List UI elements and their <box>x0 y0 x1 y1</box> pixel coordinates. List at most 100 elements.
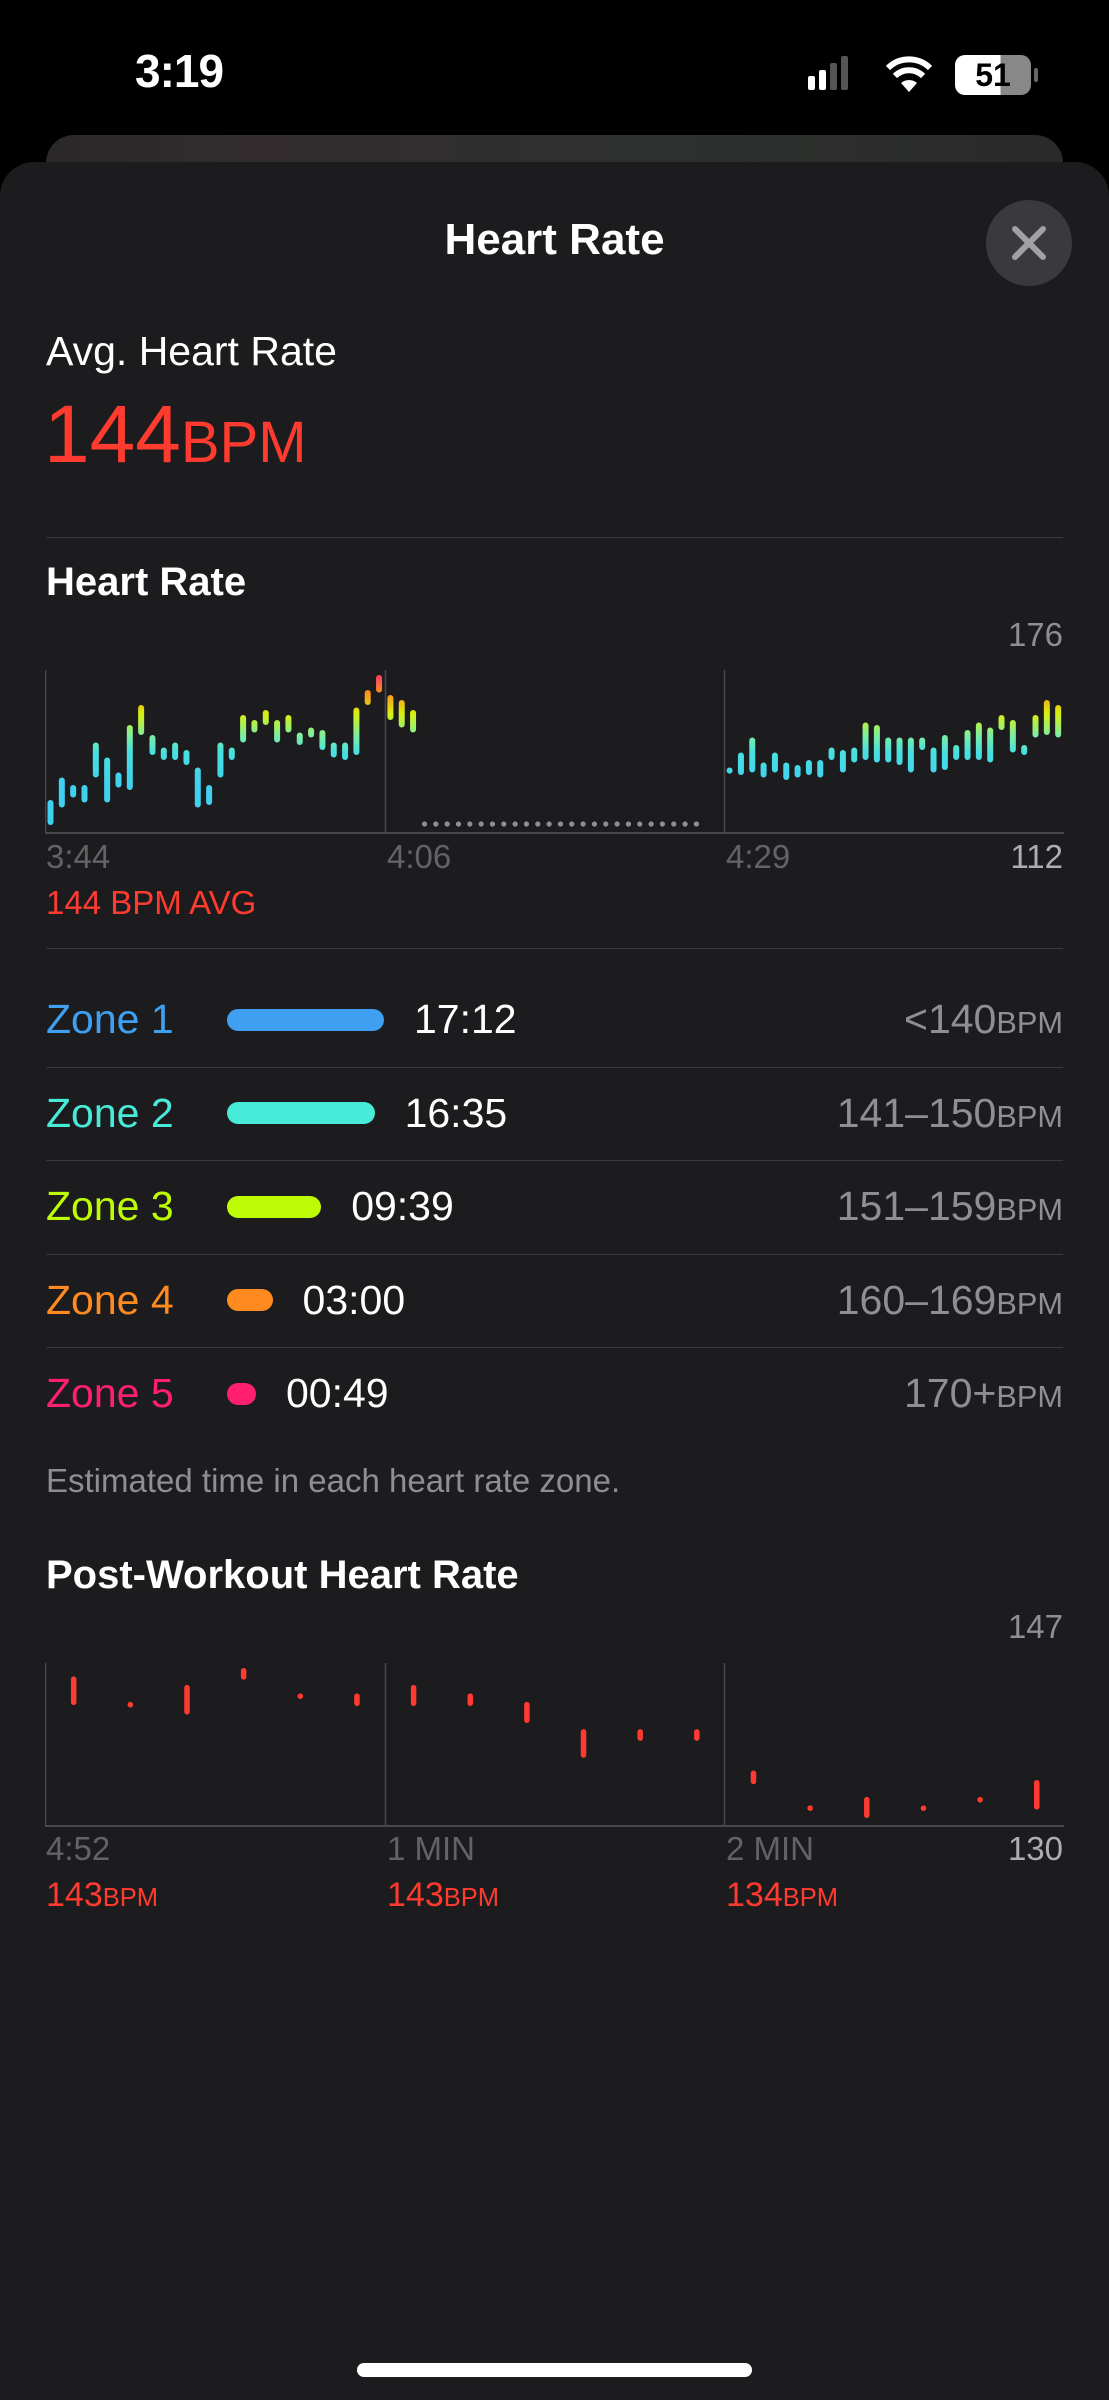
zone-range-unit: BPM <box>996 1285 1063 1321</box>
zone-range-value: 141–150 <box>836 1089 997 1136</box>
close-button[interactable] <box>986 200 1072 286</box>
zone-range-unit: BPM <box>996 1192 1063 1227</box>
battery-icon: 51 <box>955 55 1031 95</box>
hr-x-tick: 4:29 <box>726 838 791 875</box>
zone-range-value: 151–159 <box>836 1183 997 1229</box>
gap-dot <box>444 821 450 827</box>
zone-divider <box>46 1253 1063 1255</box>
zone-range-value: 160–169 <box>836 1276 997 1323</box>
hr-x-tick: 4:06 <box>387 838 452 875</box>
zone-label: Zone 4 <box>46 1276 174 1323</box>
zone-bar <box>227 1195 322 1218</box>
post-unit: BPM <box>782 1884 838 1912</box>
post-y-min: 130 <box>1007 1830 1063 1867</box>
gap-dot <box>523 821 530 827</box>
zone-divider <box>46 1160 1063 1161</box>
zone-row: Zone 2 16:35 141–150BPM <box>46 1067 1063 1160</box>
gap-dot <box>614 821 620 827</box>
gap-dot <box>467 821 473 827</box>
status-time: 3:19 <box>135 45 224 97</box>
zones-caption: Estimated time in each heart rate zone. <box>46 1462 621 1499</box>
gap-dot <box>501 821 507 827</box>
zone-bar <box>227 1008 384 1031</box>
gap-dot <box>659 821 666 827</box>
home-indicator[interactable] <box>357 2363 752 2377</box>
heart-rate-chart <box>45 670 1064 834</box>
avg-unit: BPM <box>180 410 307 475</box>
gap-dot <box>478 821 484 827</box>
hr-avg-label: 144 BPM AVG <box>46 884 257 921</box>
post-x-tick: 4:52 <box>46 1830 111 1867</box>
battery-tip <box>1034 68 1038 82</box>
zone-range: 151–159BPM <box>837 1183 1063 1230</box>
heart-rate-section-title: Heart Rate <box>46 560 247 604</box>
zone-label: Zone 3 <box>46 1183 174 1229</box>
divider <box>46 948 1063 949</box>
zone-range-unit: BPM <box>996 1098 1063 1134</box>
zone-time: 09:39 <box>351 1183 454 1229</box>
post-x-tick: 1 MIN <box>387 1830 476 1867</box>
post-value: 134 <box>726 1876 783 1914</box>
gap-dot <box>569 821 575 827</box>
post-value-1: 143BPM <box>387 1876 499 1915</box>
zone-range: 170+BPM <box>904 1370 1063 1417</box>
heart-rate-sheet <box>0 162 1109 2400</box>
zone-time: 16:35 <box>404 1089 508 1136</box>
hr-x-tick: 3:44 <box>46 838 111 875</box>
cellular-signal-icon <box>808 56 848 90</box>
gap-dot <box>671 821 677 827</box>
post-y-max: 147 <box>1007 1608 1063 1645</box>
zone-label: Zone 1 <box>46 996 174 1042</box>
close-icon <box>1012 226 1046 260</box>
gap-dot <box>512 821 518 827</box>
post-value-0: 143BPM <box>46 1876 158 1915</box>
gap-dot <box>557 821 564 827</box>
gap-dot <box>455 821 462 827</box>
gap-dot <box>591 821 598 827</box>
zone-divider <box>46 1066 1063 1068</box>
zone-bar <box>227 1289 273 1311</box>
zone-time: 17:12 <box>414 996 517 1042</box>
zone-range-unit: BPM <box>996 1379 1063 1414</box>
zone-label: Zone 2 <box>46 1089 174 1136</box>
divider <box>46 537 1063 538</box>
gap-dot <box>682 821 688 827</box>
zone-row: Zone 4 03:00 160–169BPM <box>46 1254 1063 1347</box>
zone-label: Zone 5 <box>46 1370 174 1416</box>
gap-dot <box>603 821 609 827</box>
gap-dot <box>580 821 586 827</box>
gap-dot <box>648 821 654 827</box>
battery-level: 51 <box>975 56 1011 93</box>
wifi-icon <box>885 56 933 92</box>
zone-time: 03:00 <box>302 1276 406 1323</box>
gap-dot <box>489 821 496 827</box>
zone-row: Zone 1 17:12 <140BPM <box>46 973 1063 1066</box>
avg-value: 144 <box>44 389 181 480</box>
hr-y-max: 176 <box>1007 616 1063 653</box>
post-unit: BPM <box>443 1884 499 1912</box>
post-workout-chart <box>45 1663 1064 1827</box>
avg-heart-rate-value: 144BPM <box>44 388 307 482</box>
zone-range: <140BPM <box>904 996 1063 1043</box>
zone-range-value: <140 <box>904 996 997 1042</box>
sheet-title: Heart Rate <box>444 215 665 264</box>
zone-range: 160–169BPM <box>837 1277 1063 1324</box>
post-unit: BPM <box>102 1884 158 1912</box>
zone-row: Zone 3 09:39 151–159BPM <box>46 1160 1063 1253</box>
gap-dot <box>625 821 632 827</box>
zone-range-value: 170+ <box>904 1370 997 1416</box>
gap-dot <box>637 821 643 827</box>
post-value-2: 134BPM <box>726 1876 838 1915</box>
gap-dot <box>433 821 439 827</box>
zone-range-unit: BPM <box>996 1005 1063 1040</box>
post-x-tick: 2 MIN <box>726 1830 815 1867</box>
hr-y-min: 112 <box>1010 838 1063 875</box>
gap-dot <box>535 821 541 827</box>
post-value: 143 <box>46 1876 103 1914</box>
zone-divider <box>46 1347 1063 1348</box>
zone-time: 00:49 <box>286 1370 389 1416</box>
avg-heart-rate-label: Avg. Heart Rate <box>46 328 337 374</box>
zone-range: 141–150BPM <box>837 1090 1063 1137</box>
gap-dot <box>421 821 428 827</box>
zone-bar <box>227 1382 256 1405</box>
